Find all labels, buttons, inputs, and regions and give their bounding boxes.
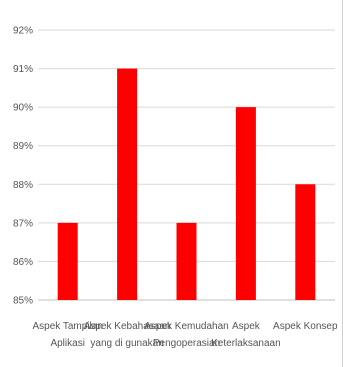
x-category-label: Pengoperasian xyxy=(153,338,220,349)
bar xyxy=(117,68,138,300)
y-tick-label: 85% xyxy=(13,296,33,307)
y-tick-label: 86% xyxy=(13,257,33,268)
y-tick-label: 90% xyxy=(13,103,33,114)
bar xyxy=(57,222,78,300)
y-tick-label: 92% xyxy=(13,26,33,37)
bar xyxy=(176,222,197,300)
x-category-label: Aspek Kemudahan xyxy=(144,321,229,332)
x-category-label: Aspek Konsep xyxy=(273,321,338,332)
x-category-label: Keterlaksanaan xyxy=(211,338,281,349)
y-tick-label: 88% xyxy=(13,180,33,191)
y-tick-label: 89% xyxy=(13,141,33,152)
x-category-label: Aplikasi xyxy=(50,338,84,349)
y-tick-label: 91% xyxy=(13,64,33,75)
bar xyxy=(295,184,316,300)
x-category-label: Aspek xyxy=(232,321,261,332)
bar xyxy=(235,107,256,301)
bars xyxy=(57,68,316,301)
x-category-label: yang di gunakan xyxy=(90,338,163,349)
y-axis-ticks: 85% 86% 87% 88% 89% 90% 91% 92% xyxy=(13,26,33,307)
x-category-label: Aspek Tampilan xyxy=(32,321,102,332)
y-tick-label: 87% xyxy=(13,218,33,229)
x-category-label: Aspek Kebahasaan xyxy=(84,321,171,332)
